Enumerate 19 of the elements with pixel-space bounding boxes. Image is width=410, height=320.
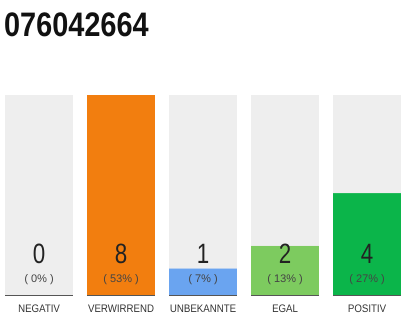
x-tick-label: EGAL bbox=[272, 304, 298, 316]
bar bbox=[251, 246, 319, 295]
bar bbox=[169, 268, 237, 295]
data-label: ( 7% ) bbox=[188, 273, 218, 285]
x-tick-label: NEGATIV bbox=[18, 304, 60, 316]
annotation: 8 bbox=[114, 238, 128, 270]
x-tick-label: POSITIV bbox=[348, 304, 386, 316]
annotation: 4 bbox=[360, 238, 374, 270]
data-label: ( 13% ) bbox=[267, 273, 303, 285]
data-label: ( 53% ) bbox=[103, 273, 139, 285]
data-label: ( 0% ) bbox=[24, 273, 54, 285]
x-tick-label: UNBEKANNTE bbox=[170, 304, 236, 316]
chart-title: 076042664 bbox=[4, 4, 150, 44]
x-tick-label: VERWIRREND bbox=[88, 304, 154, 316]
annotation: 0 bbox=[32, 238, 46, 270]
annotation: 1 bbox=[196, 238, 210, 270]
bar bbox=[87, 95, 155, 295]
annotation: 2 bbox=[278, 238, 292, 270]
data-label: ( 27% ) bbox=[349, 273, 385, 285]
